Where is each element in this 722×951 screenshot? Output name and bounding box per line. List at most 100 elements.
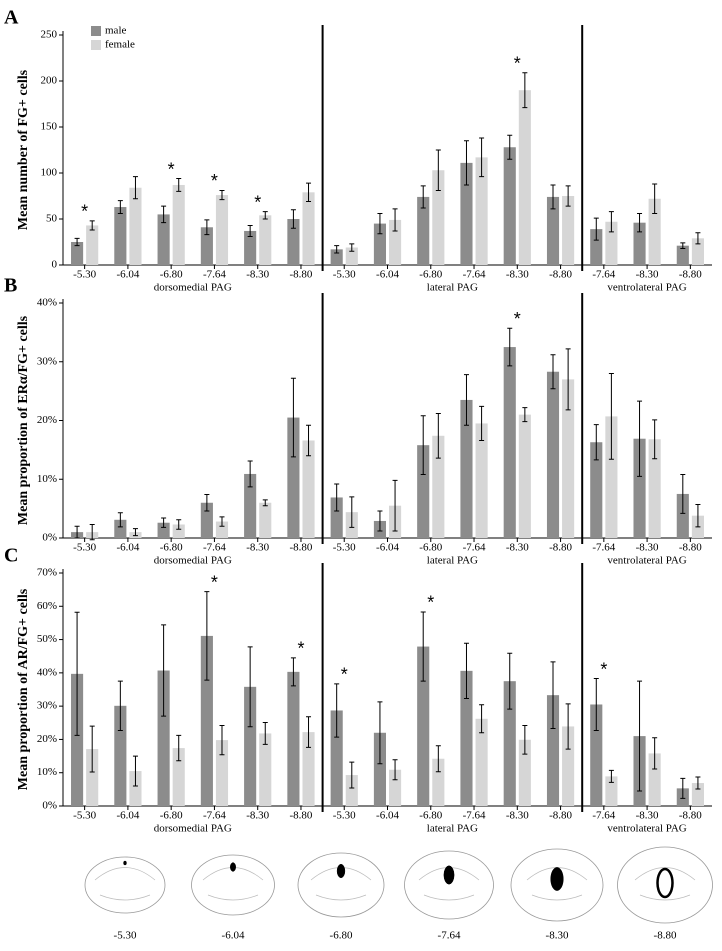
bar	[389, 769, 402, 806]
bar	[259, 215, 272, 265]
error-bar	[565, 703, 571, 750]
error-bar	[334, 245, 340, 254]
section-detail	[202, 867, 264, 901]
error-bar	[392, 759, 398, 781]
error-bar	[695, 504, 701, 528]
error-bar	[522, 724, 528, 755]
error-bar	[593, 217, 599, 241]
y-tick-label: 70%	[37, 567, 57, 579]
bar	[129, 771, 142, 806]
bar	[605, 776, 618, 806]
bar	[460, 399, 473, 538]
significance-marker: *	[600, 659, 607, 679]
panel-letter: A	[4, 7, 19, 29]
bar	[475, 157, 488, 265]
bar	[518, 739, 531, 806]
error-bar	[117, 680, 123, 731]
x-tick-label: -7.64	[463, 542, 486, 554]
bar	[172, 184, 185, 265]
bar	[86, 749, 99, 806]
error-bar	[680, 474, 686, 514]
error-bar	[74, 611, 80, 736]
section-label: -6.80	[330, 930, 353, 942]
bar	[259, 733, 272, 806]
error-bar	[522, 72, 528, 109]
bar	[562, 379, 575, 538]
x-tick-label: -6.04	[376, 542, 399, 554]
error-bar	[117, 512, 123, 528]
bar	[287, 417, 300, 538]
bar	[200, 227, 213, 265]
brain-section	[404, 850, 494, 920]
bar	[200, 635, 213, 806]
bar	[590, 442, 603, 538]
error-bar	[176, 734, 182, 762]
y-tick-label: 0%	[42, 800, 57, 812]
y-tick-label: 30%	[37, 700, 57, 712]
bar	[633, 222, 646, 265]
x-tick-label: -7.64	[203, 542, 226, 554]
x-tick-label: -8.80	[549, 810, 572, 822]
x-tick-label: -5.30	[333, 542, 356, 554]
x-tick-label: -8.80	[290, 542, 313, 554]
bar	[648, 439, 661, 538]
legend-label: male	[105, 25, 126, 37]
x-tick-label: -6.80	[160, 810, 183, 822]
bar	[432, 758, 445, 806]
pag-marker	[336, 863, 346, 879]
error-bar	[262, 211, 268, 220]
y-tick-label: 50	[46, 213, 58, 225]
error-bar	[479, 405, 485, 441]
section-outline	[404, 850, 494, 920]
significance-marker: *	[427, 593, 434, 613]
pag-marker	[550, 867, 564, 891]
section-detail	[94, 867, 156, 901]
x-tick-label: -7.64	[592, 810, 615, 822]
group-label: ventrolateral PAG	[607, 555, 686, 567]
section-label: -6.04	[222, 930, 245, 942]
x-tick-label: -5.30	[333, 810, 356, 822]
x-tick-label: -8.80	[549, 269, 572, 281]
x-tick-label: -6.04	[116, 542, 139, 554]
x-tick-label: -8.30	[636, 269, 659, 281]
error-bar	[334, 483, 340, 512]
bar	[71, 673, 84, 806]
bar	[373, 732, 386, 806]
group-label: ventrolateral PAG	[607, 823, 686, 835]
bar	[287, 219, 300, 265]
brain-section	[617, 846, 713, 924]
bar	[546, 371, 560, 538]
bar	[605, 416, 618, 538]
error-bar	[290, 209, 296, 229]
bar	[157, 670, 170, 806]
y-tick-label: 0	[52, 259, 58, 271]
legend-swatch	[91, 40, 101, 50]
x-tick-label: -5.30	[73, 542, 96, 554]
x-tick-label: -6.04	[376, 269, 399, 281]
bar	[518, 90, 531, 265]
error-bar	[435, 745, 441, 773]
bar	[259, 502, 272, 538]
section-outline	[297, 852, 385, 918]
x-tick-label: -5.30	[333, 269, 356, 281]
group-label: lateral PAG	[427, 555, 478, 567]
bar	[648, 198, 661, 265]
x-tick-label: -7.64	[592, 542, 615, 554]
x-tick-label: -6.80	[419, 542, 442, 554]
section-outline	[510, 848, 604, 922]
y-tick-label: 50%	[37, 633, 57, 645]
y-axis-title: Mean number of FG+ cells	[16, 69, 31, 230]
bar	[460, 162, 473, 265]
x-tick-label: -7.64	[203, 269, 226, 281]
error-bar	[463, 642, 469, 699]
error-bar	[377, 701, 383, 765]
y-tick-label: 20%	[37, 414, 57, 426]
significance-marker: *	[168, 159, 175, 179]
y-tick-label: 40%	[37, 666, 57, 678]
group-label: lateral PAG	[427, 282, 478, 294]
error-bar	[132, 176, 138, 200]
error-bar	[161, 624, 167, 717]
error-bar	[89, 220, 95, 231]
significance-marker: *	[514, 309, 521, 329]
error-bar	[420, 185, 426, 209]
